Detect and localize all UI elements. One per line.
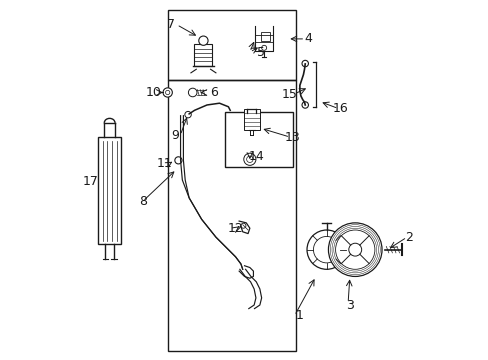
Text: 17: 17 (83, 175, 99, 188)
Text: 11: 11 (156, 157, 172, 170)
Text: 4: 4 (304, 32, 312, 45)
Text: 2: 2 (404, 231, 412, 244)
Text: 5: 5 (256, 46, 264, 59)
Text: 6: 6 (210, 86, 218, 99)
Circle shape (313, 237, 339, 263)
Circle shape (198, 36, 207, 45)
Circle shape (261, 45, 266, 50)
Circle shape (348, 243, 361, 256)
Circle shape (184, 111, 191, 118)
Circle shape (163, 88, 172, 97)
Bar (167, 80, 296, 351)
Circle shape (175, 157, 182, 164)
Bar (98, 137, 121, 244)
Circle shape (302, 60, 308, 67)
Text: 1: 1 (295, 309, 303, 322)
Text: 3: 3 (345, 298, 353, 311)
Bar (260, 32, 269, 41)
Bar (194, 44, 212, 66)
Text: 7: 7 (167, 18, 175, 31)
Text: 13: 13 (285, 131, 300, 144)
Text: 9: 9 (170, 129, 179, 142)
Text: 8: 8 (139, 195, 146, 208)
Text: 16: 16 (332, 102, 348, 115)
Circle shape (306, 230, 346, 269)
Circle shape (188, 88, 197, 97)
Circle shape (244, 153, 255, 165)
Circle shape (302, 102, 308, 108)
Text: 14: 14 (248, 150, 264, 163)
Circle shape (335, 230, 374, 269)
Text: 10: 10 (145, 86, 161, 99)
Circle shape (165, 90, 169, 95)
Text: 15: 15 (281, 88, 297, 101)
Bar (224, 112, 292, 167)
Bar (244, 109, 259, 130)
Bar (167, 10, 296, 80)
Circle shape (246, 156, 253, 162)
Circle shape (241, 223, 245, 228)
Text: 12: 12 (227, 222, 243, 235)
Circle shape (328, 223, 381, 276)
